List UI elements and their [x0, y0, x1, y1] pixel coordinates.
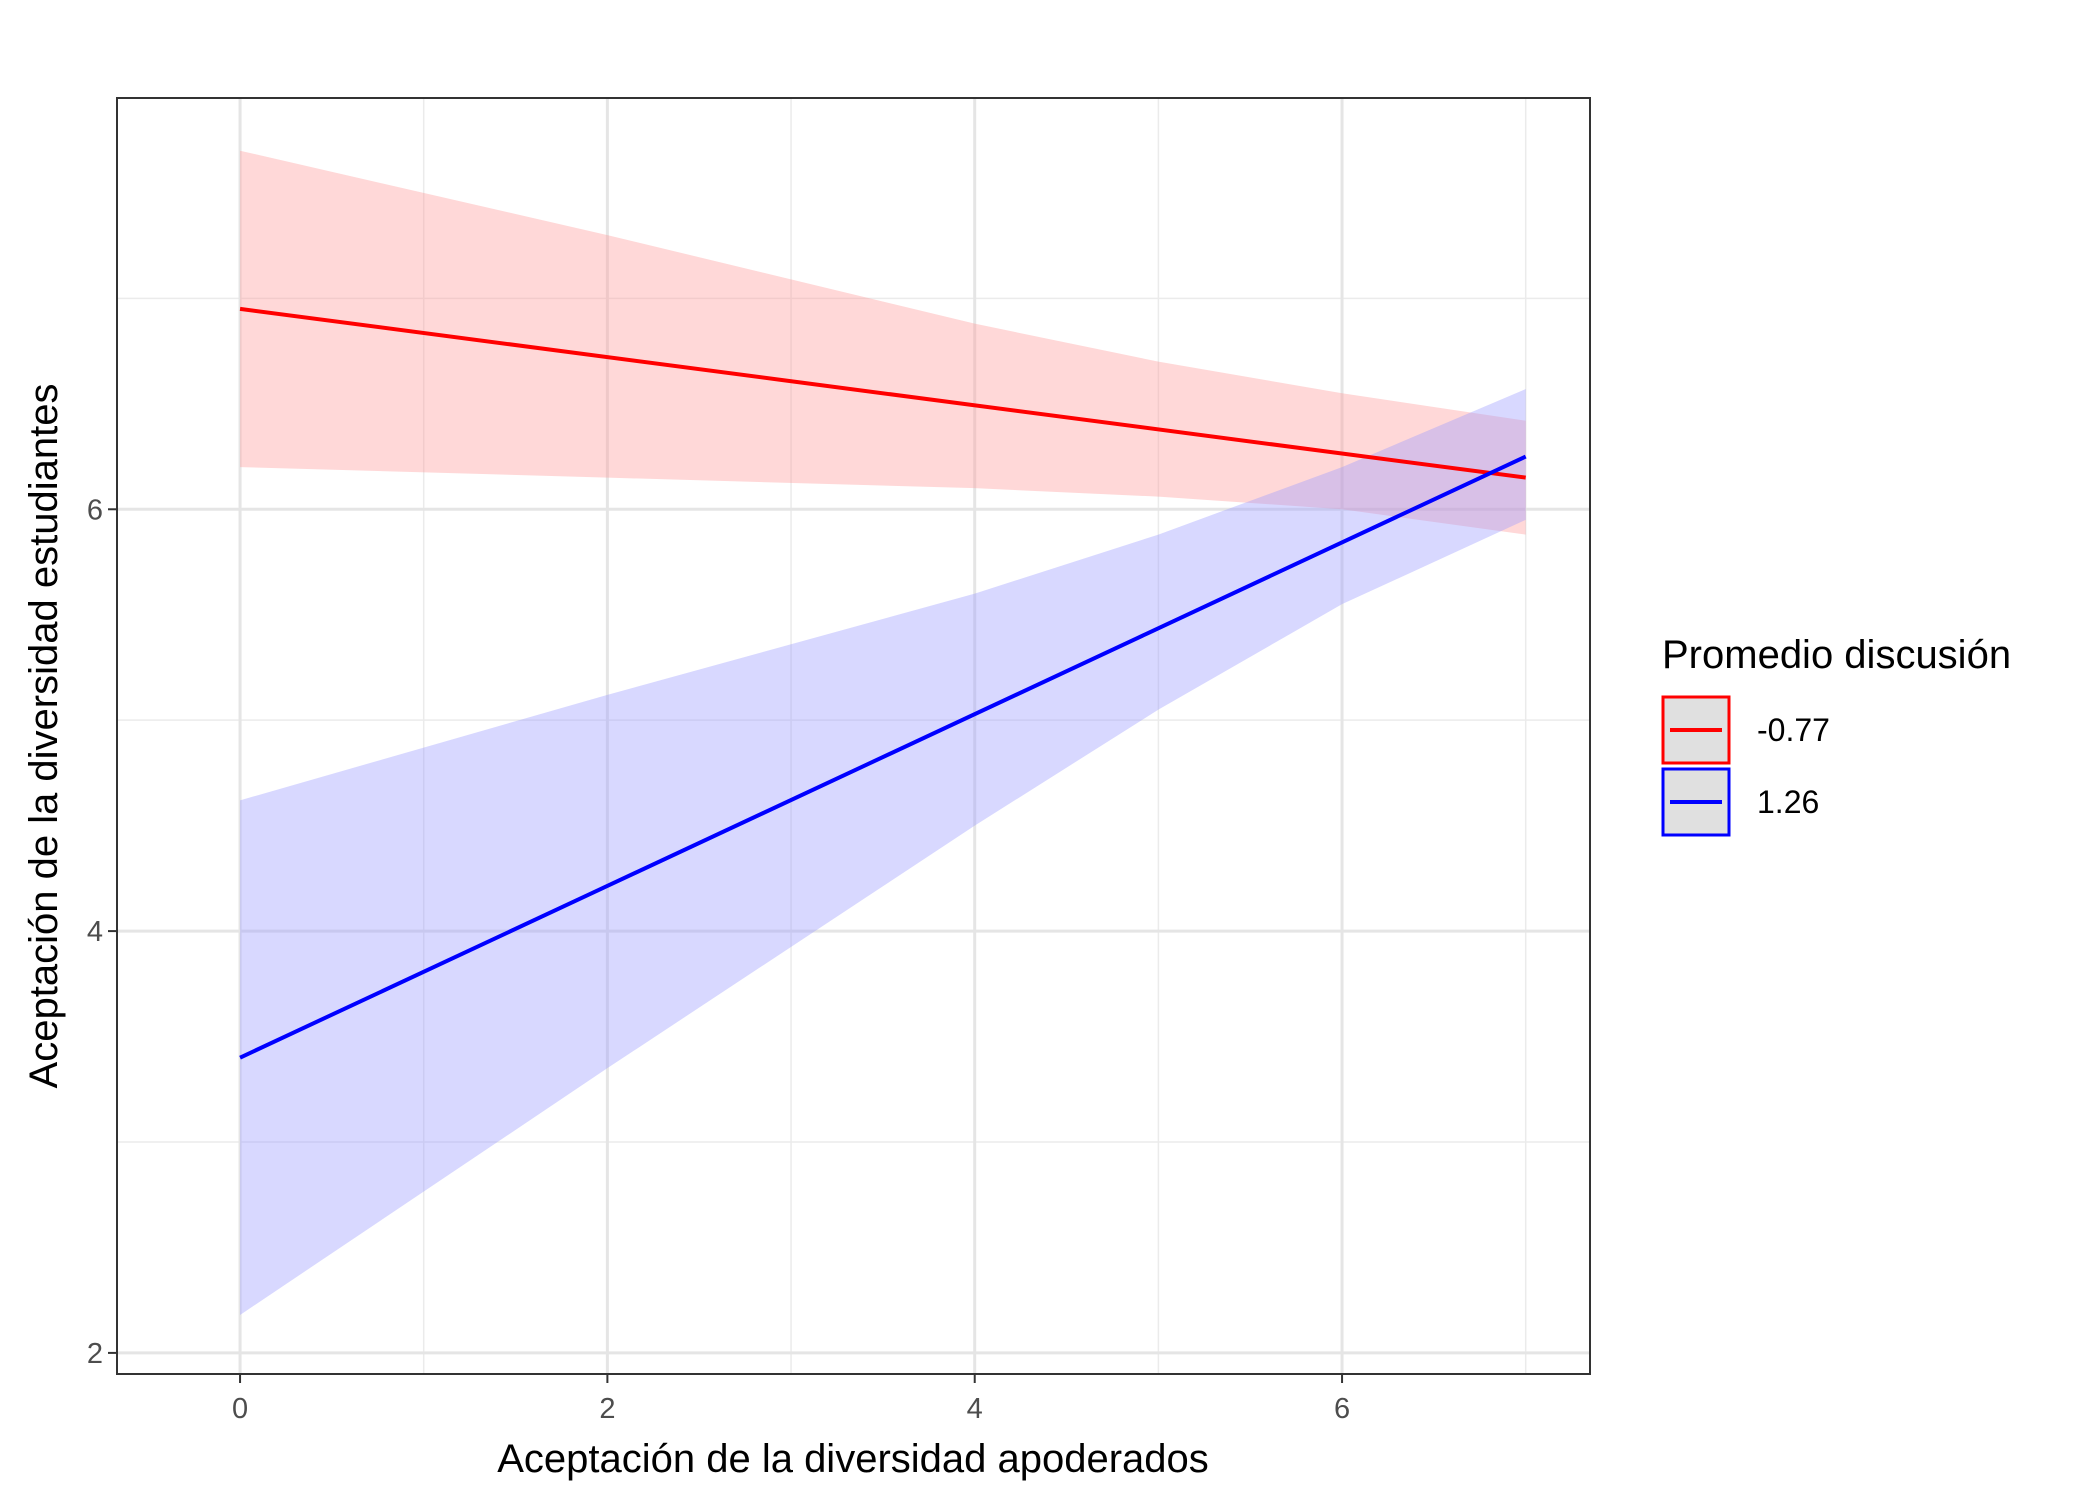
confidence-band [240, 389, 1526, 1315]
legend-label: 1.26 [1757, 784, 1819, 820]
x-tick-label: 2 [599, 1393, 615, 1425]
plot-panel-border [116, 97, 1591, 1375]
x-tick-label: 6 [1334, 1393, 1350, 1425]
series-line [239, 454, 1527, 1060]
legend-items: -0.77 1.26 [1661, 695, 1830, 837]
x-axis-title: Aceptación de la diversidad apoderados [497, 1437, 1209, 1481]
x-tick-label: 0 [232, 1393, 248, 1425]
legend: Promedio discusión -0.77 1.26 [1661, 633, 2011, 837]
legend-title: Promedio discusión [1662, 633, 2011, 677]
y-tick-label: 4 [87, 916, 103, 948]
axis-layer: 0 2 4 6 2 4 6 [87, 494, 1350, 1425]
y-tick-label: 2 [87, 1338, 103, 1370]
regression-lines [239, 306, 1527, 1060]
confidence-bands [240, 150, 1526, 1315]
series-line [239, 306, 1526, 480]
y-tick-label: 6 [87, 494, 103, 526]
plot-panel-background [117, 98, 1590, 1374]
confidence-band [240, 150, 1526, 535]
y-axis-title: Aceptación de la diversidad estudiantes [22, 384, 66, 1089]
x-tick-label: 4 [967, 1393, 983, 1425]
legend-label: -0.77 [1757, 712, 1830, 748]
